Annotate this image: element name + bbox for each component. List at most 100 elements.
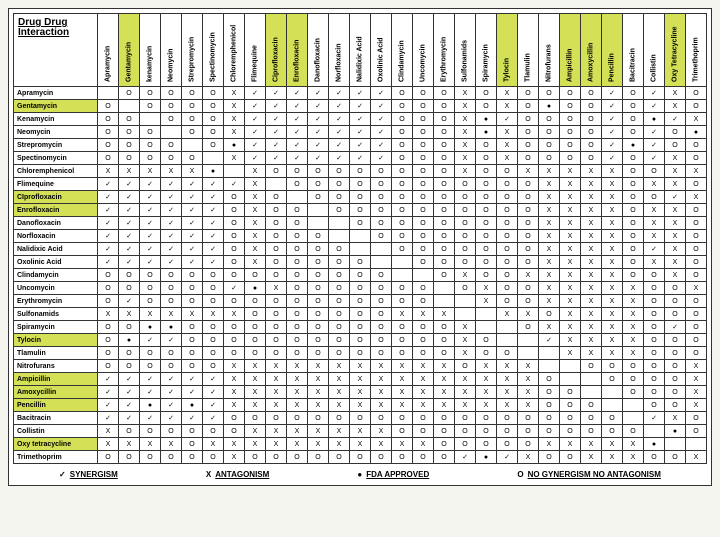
table-row: Pencillin✓✓●✓●✓XXXXXXXXXXXXXXXOOOOOX (14, 399, 707, 412)
table-row: Nalidixic Acid✓✓✓✓✓✓OXOOOOOOOOOOOXXXXO✓X… (14, 243, 707, 256)
cell: X (602, 230, 623, 243)
cell: ✓ (602, 139, 623, 152)
cell: O (287, 321, 308, 334)
cell: X (287, 438, 308, 451)
cell: O (497, 269, 518, 282)
cell: O (644, 282, 665, 295)
cell: O (140, 87, 161, 100)
cell: X (224, 451, 245, 464)
cell: O (560, 126, 581, 139)
cell: O (581, 399, 602, 412)
cell: ✓ (245, 113, 266, 126)
cell: O (287, 334, 308, 347)
row-label: Sulfonamids (14, 308, 98, 321)
cell: O (497, 191, 518, 204)
cell: O (539, 308, 560, 321)
cell: O (224, 269, 245, 282)
cell: ✓ (182, 412, 203, 425)
cell: O (224, 204, 245, 217)
cell: O (392, 139, 413, 152)
col-header: Spectinomycin (203, 14, 224, 87)
cell: X (371, 438, 392, 451)
cell: X (665, 100, 686, 113)
cell: X (602, 295, 623, 308)
cell: O (644, 269, 665, 282)
cell: ✓ (266, 87, 287, 100)
cell: X (245, 399, 266, 412)
cell: X (476, 282, 497, 295)
legend: ✓SYNERGISM XANTAGONISM ●FDA APPROVED ONO… (13, 464, 707, 481)
cell: ✓ (602, 87, 623, 100)
cell: O (476, 139, 497, 152)
cell (686, 438, 707, 451)
cell: X (371, 399, 392, 412)
cell: ✓ (665, 191, 686, 204)
cell: X (497, 360, 518, 373)
cell: X (476, 295, 497, 308)
cell: X (455, 113, 476, 126)
cell: ✓ (644, 100, 665, 113)
cell: O (266, 243, 287, 256)
cell: O (266, 230, 287, 243)
cell: O (203, 321, 224, 334)
cell: X (644, 178, 665, 191)
cell: O (434, 269, 455, 282)
cell: X (371, 360, 392, 373)
cell: O (371, 295, 392, 308)
cell: ✓ (119, 243, 140, 256)
cell: X (392, 399, 413, 412)
cell: X (329, 438, 350, 451)
cell: X (581, 230, 602, 243)
cell: O (560, 152, 581, 165)
cell: O (413, 191, 434, 204)
row-label: Tlamulin (14, 347, 98, 360)
cell: O (518, 412, 539, 425)
col-header: Sulfonamids (455, 14, 476, 87)
cell: X (203, 438, 224, 451)
cell: X (560, 243, 581, 256)
cell: O (518, 87, 539, 100)
cell: O (119, 269, 140, 282)
row-label: Amoxycillin (14, 386, 98, 399)
cell: O (182, 347, 203, 360)
cell: X (581, 308, 602, 321)
cell: O (308, 308, 329, 321)
cell: X (560, 347, 581, 360)
cell: ✓ (245, 152, 266, 165)
cell: O (686, 152, 707, 165)
cell: ✓ (371, 113, 392, 126)
cell: X (350, 360, 371, 373)
cell: X (644, 256, 665, 269)
cell: O (560, 100, 581, 113)
cell: O (119, 113, 140, 126)
cell (203, 152, 224, 165)
table-row: ApramycinOOOOOX✓✓✓✓✓✓✓OOOXOXOOOO✓O✓XO (14, 87, 707, 100)
cell: O (602, 360, 623, 373)
cell: O (644, 295, 665, 308)
cell: X (350, 438, 371, 451)
cell: ✓ (119, 178, 140, 191)
col-header: Trimethoprim (686, 14, 707, 87)
cell: O (560, 412, 581, 425)
cell: O (497, 347, 518, 360)
cell: O (413, 321, 434, 334)
cell: X (266, 425, 287, 438)
cell: X (119, 308, 140, 321)
cell (119, 100, 140, 113)
cell: X (623, 334, 644, 347)
cell: X (665, 412, 686, 425)
cell: O (434, 113, 455, 126)
cell: O (266, 308, 287, 321)
cell: ✓ (539, 334, 560, 347)
col-header: Bacitracin (623, 14, 644, 87)
cell: O (287, 217, 308, 230)
cell: O (203, 87, 224, 100)
row-label: Gentamycin (14, 100, 98, 113)
cell: O (371, 347, 392, 360)
cell: O (560, 113, 581, 126)
cell: O (161, 87, 182, 100)
cell: O (98, 100, 119, 113)
cell: O (686, 230, 707, 243)
cell: O (602, 373, 623, 386)
cell: O (119, 152, 140, 165)
